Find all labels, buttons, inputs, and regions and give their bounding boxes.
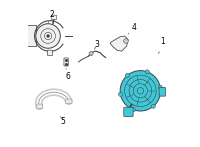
FancyBboxPatch shape [51, 15, 57, 19]
Circle shape [133, 84, 147, 98]
Circle shape [124, 39, 128, 43]
Text: 2: 2 [48, 10, 54, 23]
FancyBboxPatch shape [66, 99, 72, 104]
Circle shape [137, 88, 144, 94]
FancyBboxPatch shape [124, 107, 133, 117]
Circle shape [125, 75, 156, 107]
Circle shape [44, 32, 52, 40]
Text: 5: 5 [60, 116, 65, 126]
Circle shape [131, 108, 135, 112]
FancyBboxPatch shape [64, 58, 68, 66]
Text: 4: 4 [128, 23, 136, 34]
Circle shape [36, 24, 60, 48]
Text: 3: 3 [94, 40, 99, 49]
Text: 6: 6 [65, 69, 70, 81]
Circle shape [118, 92, 123, 96]
FancyBboxPatch shape [23, 25, 37, 47]
Circle shape [125, 73, 129, 77]
Circle shape [41, 29, 55, 43]
FancyBboxPatch shape [36, 104, 43, 109]
Circle shape [47, 35, 50, 37]
Polygon shape [110, 36, 128, 51]
Circle shape [151, 104, 155, 108]
Circle shape [90, 53, 92, 55]
Circle shape [89, 52, 93, 56]
FancyBboxPatch shape [47, 50, 53, 55]
Circle shape [120, 71, 161, 111]
Text: 1: 1 [159, 37, 165, 54]
Circle shape [125, 40, 127, 42]
Circle shape [129, 80, 152, 102]
FancyBboxPatch shape [159, 87, 166, 96]
Circle shape [145, 70, 149, 74]
Circle shape [158, 85, 162, 89]
